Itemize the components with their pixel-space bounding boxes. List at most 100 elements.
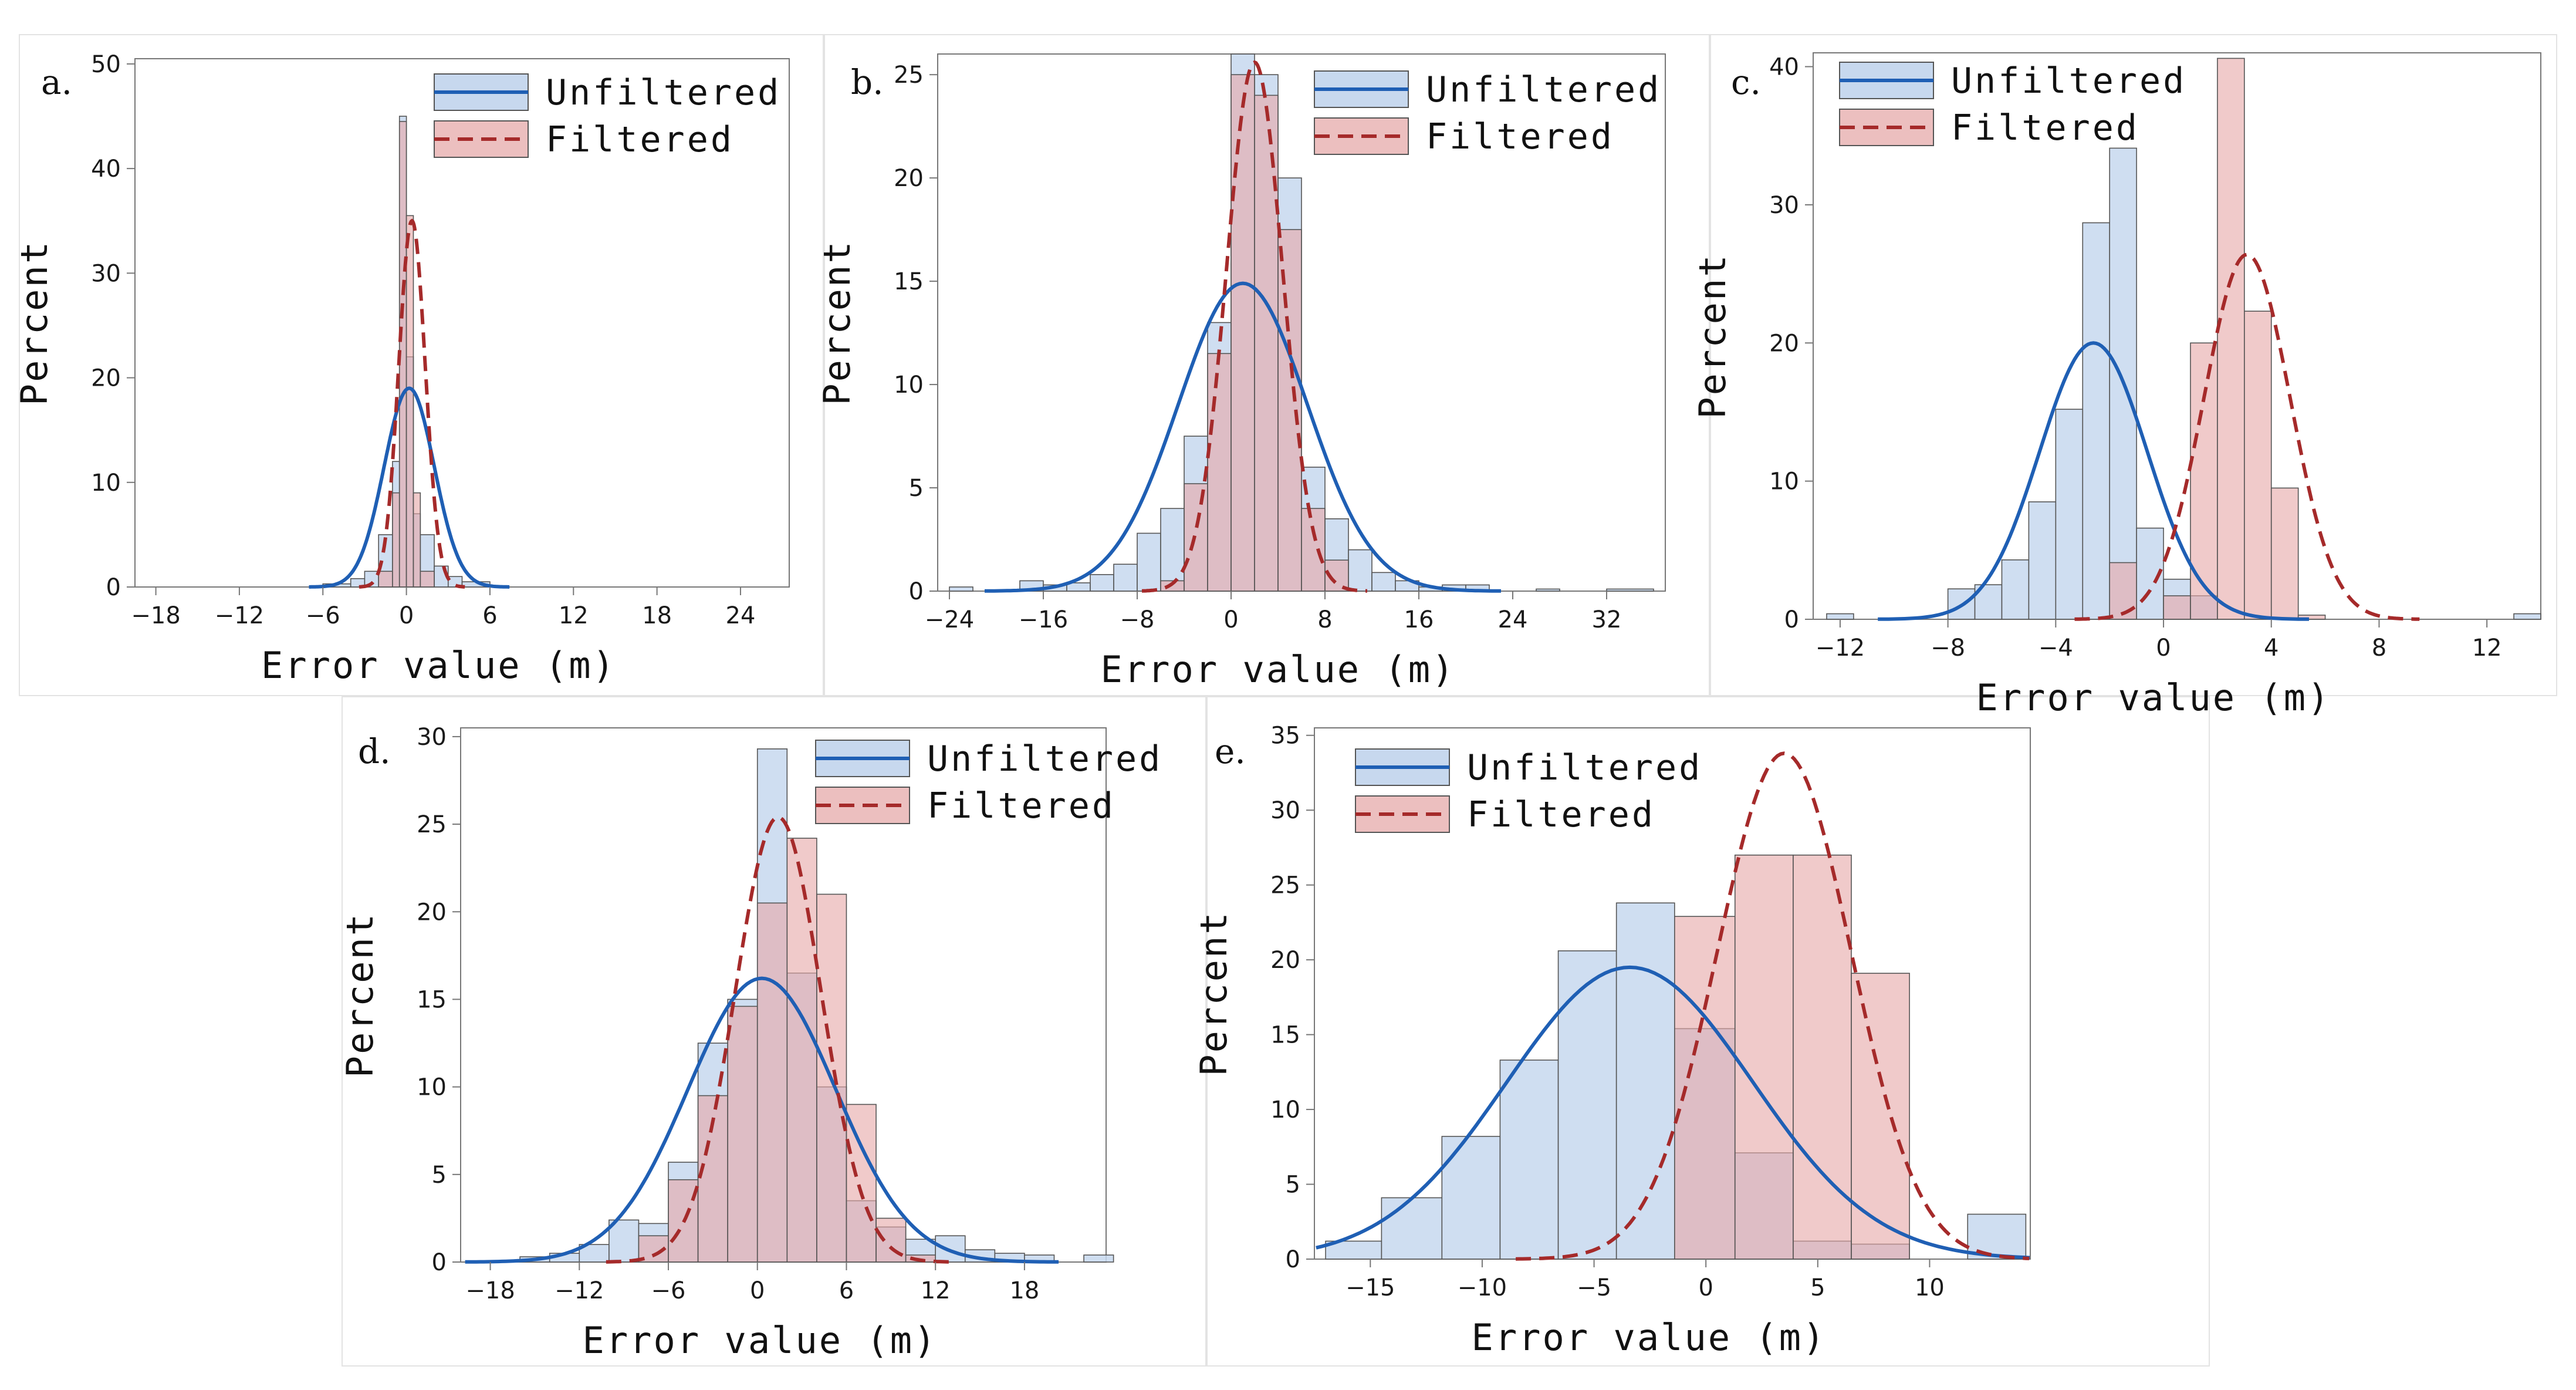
x-tick-label-d-6: 18 (1009, 1277, 1039, 1304)
y-tick-label-e-1: 5 (1286, 1172, 1300, 1199)
panel-label-b: b. (851, 62, 884, 102)
x-tick-label-c-4: 4 (2264, 635, 2278, 662)
filtered-bar-a-4 (413, 492, 421, 588)
unfiltered-bar-c-4 (2028, 501, 2057, 620)
legend-unfiltered-label-d: Unfiltered (927, 738, 1162, 780)
chart-d: −18 −12 −6 0 6 12 18 0 5 10 15 20 25 30 Error value (m… (339, 724, 1162, 1362)
x-tick-label-e-3: 0 (1698, 1274, 1713, 1301)
y-tick-label-d-0: 0 (432, 1249, 447, 1276)
filtered-bar-c-5 (2270, 487, 2299, 620)
y-axis-title-c: Percent (1691, 253, 1734, 419)
legend-unfiltered-label-e: Unfiltered (1467, 747, 1702, 788)
x-tick-label-d-5: 12 (921, 1277, 951, 1304)
y-axis-title-e: Percent (1192, 910, 1235, 1076)
legend-unfiltered-label-b: Unfiltered (1426, 69, 1661, 110)
unfiltered-bar-e-3 (1499, 1060, 1559, 1260)
legend-filtered-label-e: Filtered (1467, 794, 1655, 835)
x-tick-label-a-1: −12 (215, 602, 264, 629)
y-tick-label-e-3: 15 (1270, 1022, 1300, 1049)
x-tick-label-e-0: −15 (1346, 1274, 1395, 1301)
unfiltered-bar-e-1 (1381, 1197, 1443, 1260)
y-tick-label-e-7: 35 (1270, 723, 1300, 750)
x-tick-label-e-1: −10 (1458, 1274, 1507, 1301)
unfiltered-curve-a (309, 386, 510, 589)
filtered-curve-e (1516, 751, 2030, 1261)
filtered-bar-b-4 (1254, 95, 1279, 592)
y-tick-label-a-4: 40 (91, 156, 121, 183)
y-tick-label-b-5: 25 (894, 62, 924, 89)
x-axis-title-c: Error value (m) (1976, 676, 2331, 719)
filtered-bar-b-3 (1230, 74, 1255, 592)
filtered-bar-e-3 (1851, 973, 1910, 1260)
unfiltered-bar-b-21 (1536, 588, 1560, 592)
y-tick-label-e-2: 10 (1270, 1097, 1300, 1124)
x-tick-label-b-6: 24 (1498, 606, 1528, 633)
filtered-bar-a-5 (420, 571, 435, 588)
chart-e: −15 −10 −5 0 5 10 0 5 10 15 20 25 30 35 Error value (m… (1192, 723, 2031, 1359)
filtered-bar-c-1 (2163, 595, 2191, 620)
y-tick-label-a-2: 20 (91, 365, 121, 392)
y-tick-label-e-5: 25 (1270, 872, 1300, 899)
x-axis-title-b: Error value (m) (1101, 648, 1456, 691)
unfiltered-bar-d-14 (935, 1235, 966, 1263)
filtered-bar-d-5 (786, 838, 817, 1263)
unfiltered-bar-b-22 (1606, 588, 1654, 592)
y-axis-title-b: Percent (816, 239, 858, 405)
x-tick-label-d-3: 0 (750, 1277, 765, 1304)
unfiltered-bar-c-11 (2513, 613, 2541, 620)
unfiltered-bar-b-5 (1113, 564, 1138, 592)
x-tick-label-a-0: −18 (131, 602, 180, 629)
unfiltered-bar-b-6 (1137, 532, 1161, 592)
filtered-bar-a-1 (392, 492, 400, 588)
x-tick-label-e-2: −5 (1577, 1274, 1611, 1301)
y-tick-label-b-3: 15 (894, 268, 924, 295)
y-tick-label-a-3: 30 (91, 260, 121, 287)
filtered-bar-b-2 (1207, 353, 1232, 592)
unfiltered-bar-e-2 (1441, 1136, 1501, 1260)
panel-label-c: c. (1731, 62, 1761, 102)
y-tick-label-b-4: 20 (894, 165, 924, 192)
unfiltered-bar-b-16 (1371, 572, 1396, 592)
filtered-bar-d-4 (756, 902, 788, 1263)
x-tick-label-e-5: 10 (1915, 1274, 1945, 1301)
y-tick-label-d-1: 5 (432, 1162, 447, 1189)
unfiltered-curve-d (465, 976, 1059, 1264)
filtered-bar-c-0 (2109, 562, 2137, 620)
y-tick-label-b-2: 10 (894, 372, 924, 399)
legend-unfiltered-label-a: Unfiltered (546, 72, 781, 113)
legend-a: Unfiltered Filtered (434, 72, 781, 160)
filtered-bar-b-5 (1277, 229, 1302, 592)
x-tick-label-d-2: −6 (651, 1277, 686, 1304)
x-tick-label-c-1: −8 (1931, 635, 1965, 662)
unfiltered-curve-e (1316, 965, 2030, 1260)
filtered-bar-c-3 (2217, 58, 2245, 620)
chart-a: −18 −12 −6 0 6 12 18 24 0 10 20 30 40 50 Error value (… (13, 51, 790, 687)
y-tick-label-d-2: 10 (417, 1074, 447, 1101)
x-axis-title-d: Error value (m) (583, 1319, 938, 1362)
y-tick-label-c-0: 0 (1784, 606, 1799, 633)
filtered-curve-d (606, 815, 951, 1264)
unfiltered-bar-b-4 (1090, 574, 1114, 592)
x-tick-label-c-5: 8 (2372, 635, 2386, 662)
chart-c: −12 −8 −4 0 4 8 12 0 10 20 30 40 Error value (m) Perc… (1691, 52, 2541, 719)
legend-b: Unfiltered Filtered (1314, 69, 1661, 157)
y-tick-label-d-5: 25 (417, 811, 447, 838)
x-tick-label-a-7: 24 (726, 602, 756, 629)
legend-e: Unfiltered Filtered (1355, 747, 1702, 835)
filtered-bar-d-3 (727, 1006, 758, 1263)
y-axis-title-a: Percent (13, 240, 56, 406)
x-tick-label-a-3: 0 (399, 602, 414, 629)
legend-unfiltered-label-c: Unfiltered (1951, 60, 2186, 102)
panel-label-d: d. (358, 731, 391, 771)
y-tick-label-b-1: 5 (909, 475, 924, 502)
unfiltered-curve-b (985, 281, 1501, 593)
x-tick-label-b-0: −24 (925, 606, 974, 633)
x-tick-label-a-2: −6 (306, 602, 340, 629)
y-tick-label-c-3: 30 (1769, 192, 1799, 219)
panel-label-a: a. (41, 62, 72, 102)
y-tick-label-d-6: 30 (417, 724, 447, 751)
y-tick-label-c-2: 20 (1769, 330, 1799, 357)
filtered-bar-c-4 (2244, 311, 2272, 620)
